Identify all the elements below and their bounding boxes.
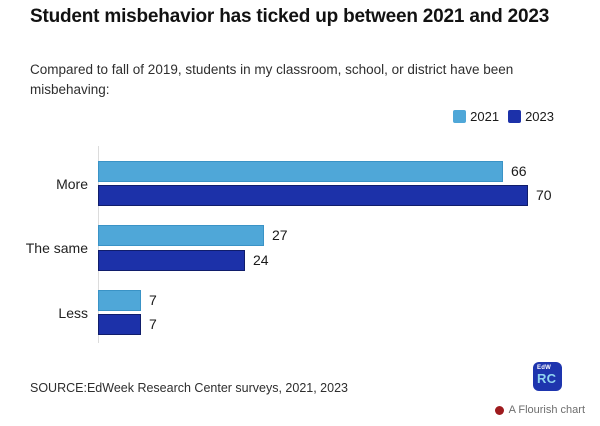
chart-subtitle: Compared to fall of 2019, students in my… — [30, 62, 514, 97]
flourish-dot-icon — [494, 405, 504, 415]
logo-text-rc: RC — [537, 371, 557, 386]
value-label-2023-more: 70 — [536, 187, 552, 203]
value-label-2021-less: 7 — [149, 291, 157, 308]
value-label-2021-more: 66 — [511, 162, 527, 179]
value-label-2023-the-same: 24 — [253, 251, 269, 268]
chart-area: More 66 70 The same 27 24 Less 7 7 — [0, 146, 600, 346]
category-label-the-same: The same — [25, 240, 88, 256]
bar-2023-the-same[interactable] — [98, 249, 245, 271]
value-label-2023-less: 7 — [149, 316, 157, 332]
legend-swatch-2023 — [508, 110, 522, 123]
category-label-more: More — [56, 175, 88, 192]
logo-text-edw: EdW — [537, 365, 551, 371]
edweek-rc-logo[interactable]: EdW RC — [533, 362, 562, 391]
legend-item-2023[interactable]: 2023 — [508, 109, 554, 124]
category-label-less: Less — [58, 304, 88, 321]
flourish-attribution[interactable]: A Flourish chart — [494, 404, 585, 416]
source-note: SOURCE:EdWeek Research Center surveys, 2… — [30, 381, 348, 395]
value-label-2021-the-same: 27 — [272, 227, 288, 243]
legend-label-2023: 2023 — [525, 109, 554, 124]
bar-2023-more[interactable] — [98, 185, 528, 206]
legend: 2021 2023 — [453, 109, 554, 124]
bar-2023-less[interactable] — [98, 314, 141, 335]
bar-2021-more[interactable] — [98, 160, 503, 182]
legend-item-2021[interactable]: 2021 — [453, 109, 499, 124]
flourish-attribution-label: A Flourish chart — [508, 404, 585, 416]
chart-title: Student misbehavior has ticked up betwee… — [30, 6, 550, 27]
legend-swatch-2021 — [453, 110, 467, 123]
bar-2021-the-same[interactable] — [98, 225, 264, 246]
bar-2021-less[interactable] — [98, 289, 141, 311]
legend-label-2021: 2021 — [470, 109, 500, 124]
